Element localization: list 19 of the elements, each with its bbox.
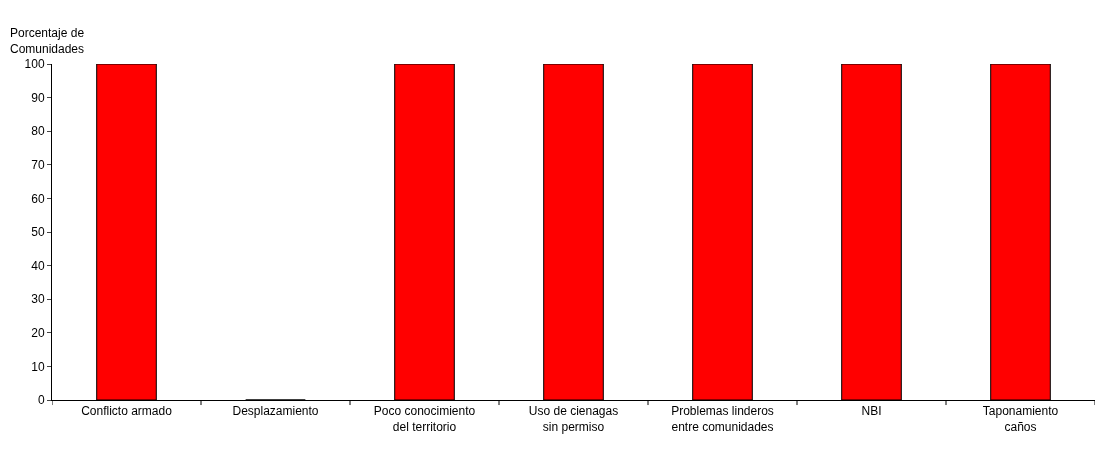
x-tick-label: Taponamiento caños xyxy=(982,404,1059,434)
y-axis-title: Porcentaje de Comunidades xyxy=(10,26,85,56)
y-tick-label: 0 xyxy=(37,393,45,408)
y-tick-label: 30 xyxy=(31,292,45,307)
y-tick-label: 100 xyxy=(24,57,45,72)
x-tick-label: Desplazamiento xyxy=(232,404,319,419)
y-tick-label: 60 xyxy=(31,191,45,206)
y-tick-label: 50 xyxy=(31,225,45,240)
y-tick-label: 20 xyxy=(31,326,45,340)
y-tick-label: 10 xyxy=(31,359,45,374)
y-tick-label: 90 xyxy=(31,90,45,105)
x-tick-label: Poco conocimiento del territorio xyxy=(373,404,476,434)
x-tick-label: NBI xyxy=(861,404,882,419)
x-tick-label: Uso de cienagas sin permiso xyxy=(528,404,619,434)
x-tick-label: Conflicto armado xyxy=(81,404,173,419)
y-tick-label: 70 xyxy=(31,158,45,172)
x-tick-label: Problemas linderos entre comunidades xyxy=(671,404,774,434)
y-tick-label: 40 xyxy=(31,258,45,273)
y-tick-label: 80 xyxy=(31,124,45,139)
